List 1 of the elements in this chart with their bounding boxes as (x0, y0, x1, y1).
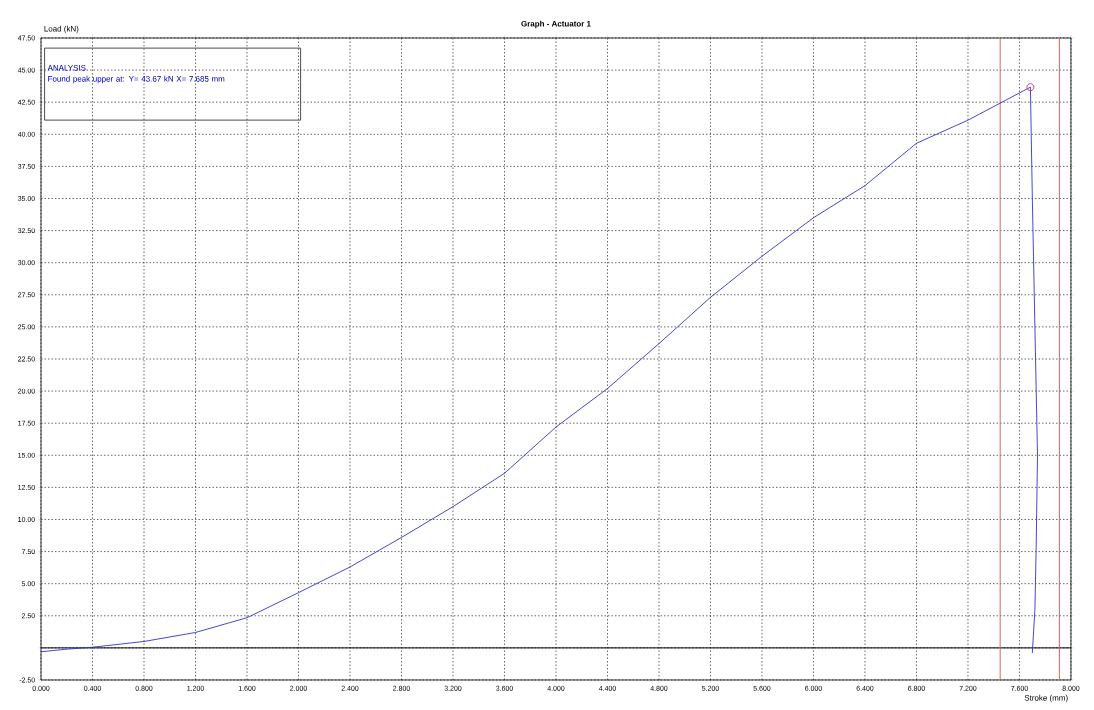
line-series (40, 86, 1038, 654)
